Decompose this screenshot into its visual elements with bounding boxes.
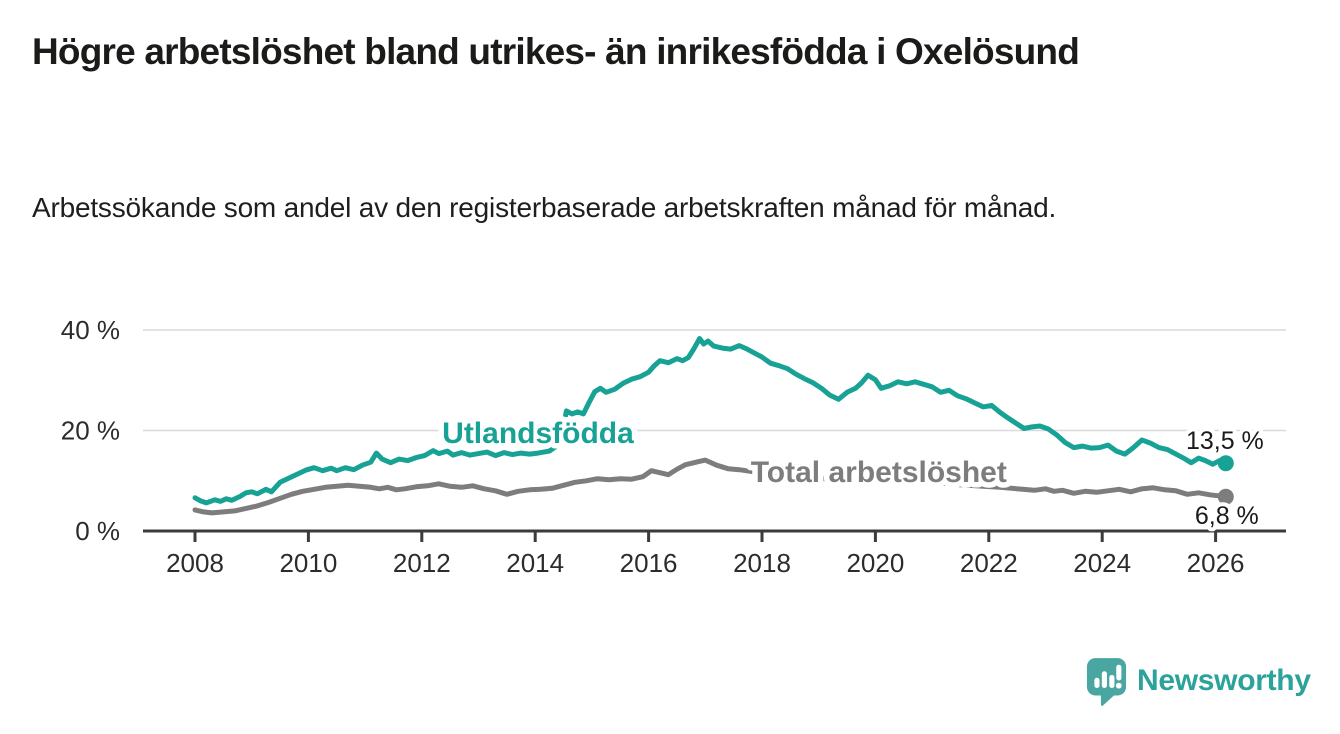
series-line-0 bbox=[192, 336, 1229, 506]
x-tick-label-2014: 2014 bbox=[506, 548, 564, 578]
series-end-dot-1 bbox=[1217, 488, 1234, 505]
x-tick-label-2020: 2020 bbox=[846, 548, 904, 578]
x-tick-label-2012: 2012 bbox=[393, 548, 451, 578]
x-tick-label-2022: 2022 bbox=[960, 548, 1018, 578]
chart-description: Arbetssökande som andel av den registerb… bbox=[32, 192, 1057, 223]
series-end-value-1: 6,8 % bbox=[1195, 502, 1259, 530]
x-tick-label-2024: 2024 bbox=[1073, 548, 1131, 578]
y-tick-label-40: 40 % bbox=[61, 315, 120, 345]
page-title: Högre arbetslöshet bland utrikes- än inr… bbox=[32, 31, 1080, 72]
x-tick-label-2010: 2010 bbox=[279, 548, 337, 578]
newsworthy-logo: Newsworthy bbox=[1086, 656, 1311, 706]
x-tick-label-2008: 2008 bbox=[166, 548, 224, 578]
series-line-1 bbox=[192, 457, 1229, 516]
x-tick-label-2018: 2018 bbox=[733, 548, 791, 578]
y-tick-label-20: 20 % bbox=[61, 416, 120, 446]
unemployment-line-chart: 2008 2010 2012 2014 2016 2018 2020 2022 2024 2026… bbox=[61, 315, 1286, 578]
series-end-value-0: 13,5 % bbox=[1186, 427, 1264, 455]
series-label-1: Total arbetslöshet bbox=[751, 456, 1007, 489]
series-end-dot-0 bbox=[1217, 455, 1234, 472]
y-tick-label-0: 0 % bbox=[75, 516, 120, 546]
x-tick-label-2016: 2016 bbox=[620, 548, 678, 578]
series-label-0: Utlandsfödda bbox=[442, 417, 634, 450]
line-chart: 2008 2010 2012 2014 2016 2018 2020 2022 2024 2026… bbox=[0, 280, 1340, 630]
newsworthy-logo-icon bbox=[1086, 658, 1127, 706]
newsworthy-logo-text: Newsworthy bbox=[1137, 664, 1311, 697]
x-tick-label-2026: 2026 bbox=[1187, 548, 1245, 578]
